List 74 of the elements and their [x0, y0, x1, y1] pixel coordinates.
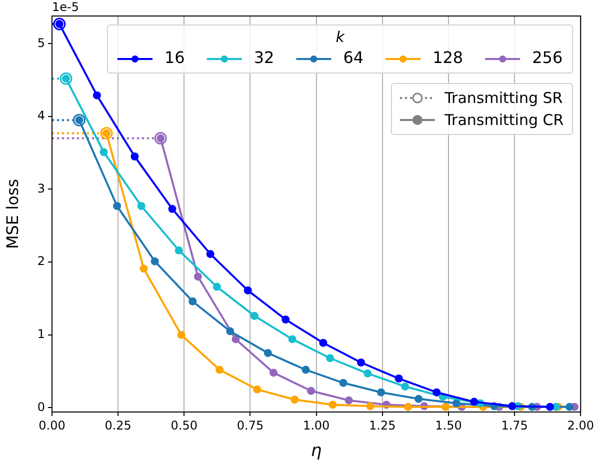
legend-label: 128 — [432, 48, 464, 68]
point — [404, 402, 412, 411]
point — [154, 132, 167, 145]
annotation: Transmitting SR — [444, 89, 563, 107]
point — [253, 385, 262, 394]
point — [100, 148, 108, 156]
point — [356, 358, 365, 366]
point — [137, 202, 146, 210]
point — [366, 402, 374, 410]
point — [414, 394, 423, 403]
point — [150, 257, 159, 266]
x-tick-label: 0.75 — [236, 418, 264, 432]
point — [226, 327, 234, 336]
point — [206, 250, 214, 258]
point — [508, 402, 516, 410]
point — [270, 368, 278, 377]
point — [212, 282, 221, 291]
x-tick-label: 0.25 — [104, 418, 132, 432]
point — [216, 366, 224, 374]
point — [168, 204, 176, 213]
y-tick-label: 2 — [37, 254, 45, 268]
point — [319, 338, 328, 347]
point — [92, 91, 101, 100]
y-tick-label: 3 — [37, 181, 45, 196]
point — [328, 400, 337, 409]
legend-label: 16 — [164, 48, 185, 68]
y-tick-label: 0 — [37, 400, 45, 414]
point — [470, 398, 478, 406]
point — [432, 388, 441, 396]
point — [250, 312, 258, 320]
point — [140, 264, 148, 273]
point — [546, 402, 554, 411]
annotation: Transmitting CR — [444, 111, 564, 129]
y-tick-label: 1 — [37, 326, 45, 341]
point — [288, 335, 296, 344]
point — [307, 386, 316, 395]
point — [302, 366, 310, 374]
point — [282, 316, 290, 324]
point — [344, 396, 353, 404]
x-tick-label: 1.25 — [369, 418, 396, 432]
x-axis-title: η — [310, 441, 322, 462]
point — [452, 399, 460, 408]
x-tick-label: 1.00 — [302, 418, 330, 432]
legend-title: k — [336, 28, 346, 46]
y-tick-label: 4 — [37, 108, 45, 123]
point — [113, 202, 122, 210]
point — [326, 354, 334, 362]
point — [566, 402, 574, 411]
x-tick-label: 0.50 — [170, 418, 198, 432]
point — [442, 402, 450, 411]
y-tick-label: 5 — [37, 36, 45, 50]
point — [377, 388, 386, 396]
point — [290, 396, 299, 404]
point — [188, 297, 197, 306]
point — [174, 246, 183, 254]
legend-label: 64 — [343, 48, 364, 68]
point — [339, 378, 348, 387]
point — [194, 272, 202, 281]
legend-label: 256 — [532, 48, 563, 68]
point — [394, 374, 403, 383]
x-tick-label: 1.75 — [501, 418, 528, 432]
text: 1e-5 — [52, 0, 79, 14]
legend-label: 32 — [254, 48, 274, 68]
point — [364, 369, 372, 378]
point — [244, 286, 252, 294]
point — [264, 349, 272, 358]
x-tick-label: 2.00 — [567, 418, 594, 432]
point — [232, 335, 240, 344]
y-axis-title: MSE loss — [2, 178, 22, 250]
point — [177, 330, 186, 339]
point — [130, 152, 139, 160]
x-tick-label: 0.00 — [38, 418, 66, 432]
point — [401, 382, 410, 391]
x-tick-label: 1.50 — [435, 418, 462, 432]
